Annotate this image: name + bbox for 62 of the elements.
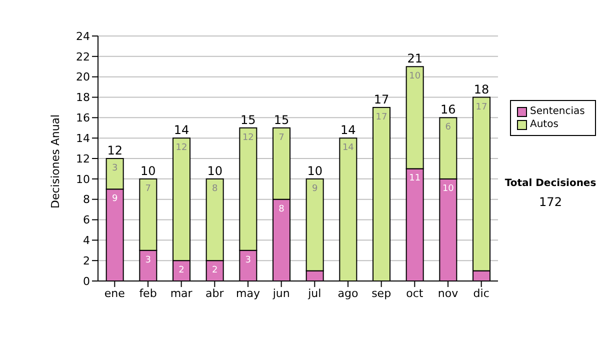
y-tick-label: 16 (76, 112, 90, 125)
y-tick-label: 10 (76, 172, 90, 186)
data-label: 17 (376, 112, 388, 122)
x-tick-label: ene (104, 286, 126, 300)
y-tick-label: 6 (83, 214, 90, 227)
y-tick-label: 22 (76, 50, 90, 64)
x-tick-label: oct (406, 286, 424, 300)
x-tick-label: jun (272, 286, 290, 300)
x-tick-label: jul (307, 286, 322, 300)
text: Total Decisiones (504, 178, 598, 189)
y-tick-label: 14 (76, 132, 90, 145)
x-tick-label: ago (338, 286, 358, 300)
total-label: 18 (474, 82, 490, 96)
data-label: 14 (342, 143, 354, 154)
x-tick-label: nov (438, 286, 459, 300)
text: 172 (538, 195, 563, 209)
total-label: 14 (174, 123, 190, 138)
data-label: 3 (245, 255, 252, 266)
data-label: 7 (145, 184, 152, 194)
x-tick-label: dic (473, 286, 490, 300)
total-label: 16 (440, 102, 456, 117)
y-tick-label: 8 (83, 193, 90, 206)
data-label: 12 (176, 143, 188, 154)
data-label: 2 (178, 266, 184, 276)
y-tick-label: 24 (76, 30, 90, 43)
x-tick-label: may (236, 286, 260, 300)
data-label: 11 (409, 174, 421, 184)
total-label: 14 (340, 123, 356, 138)
legend-label: Sentencias (530, 105, 585, 118)
legend-label: Autos (530, 118, 558, 131)
data-label: 3 (145, 255, 152, 266)
data-label: 8 (212, 184, 218, 194)
y-axis-title: Decisiones Anual (48, 114, 62, 208)
x-tick-label: mar (170, 286, 193, 300)
data-label: 17 (476, 102, 488, 112)
data-label: 3 (112, 164, 118, 174)
data-label: 7 (278, 132, 284, 143)
y-tick-label: 0 (83, 274, 90, 288)
total-label: 21 (407, 52, 422, 66)
x-tick-label: sep (372, 286, 392, 300)
y-tick-label: 20 (76, 70, 90, 84)
data-label: 10 (409, 72, 421, 82)
y-tick-label: 4 (83, 234, 90, 248)
data-label: 12 (242, 132, 254, 143)
y-tick-label: 12 (76, 152, 90, 166)
y-tick-label: 2 (83, 254, 90, 268)
x-tick-label: abr (206, 286, 224, 300)
y-tick-label: 18 (76, 91, 90, 104)
total-label: 10 (140, 164, 156, 178)
total-label: 15 (274, 112, 290, 127)
data-label: 6 (445, 122, 452, 133)
x-tick-label: feb (139, 286, 157, 300)
total-label: 10 (307, 164, 322, 178)
total-label: 17 (374, 92, 390, 106)
total-label: 12 (107, 144, 122, 158)
total-label: 10 (207, 164, 222, 178)
data-label: 9 (112, 194, 118, 204)
data-label: 8 (278, 204, 285, 214)
data-label: 2 (212, 266, 218, 276)
data-label: 10 (442, 184, 454, 194)
data-label: 9 (312, 184, 318, 194)
total-label: 15 (240, 112, 256, 127)
